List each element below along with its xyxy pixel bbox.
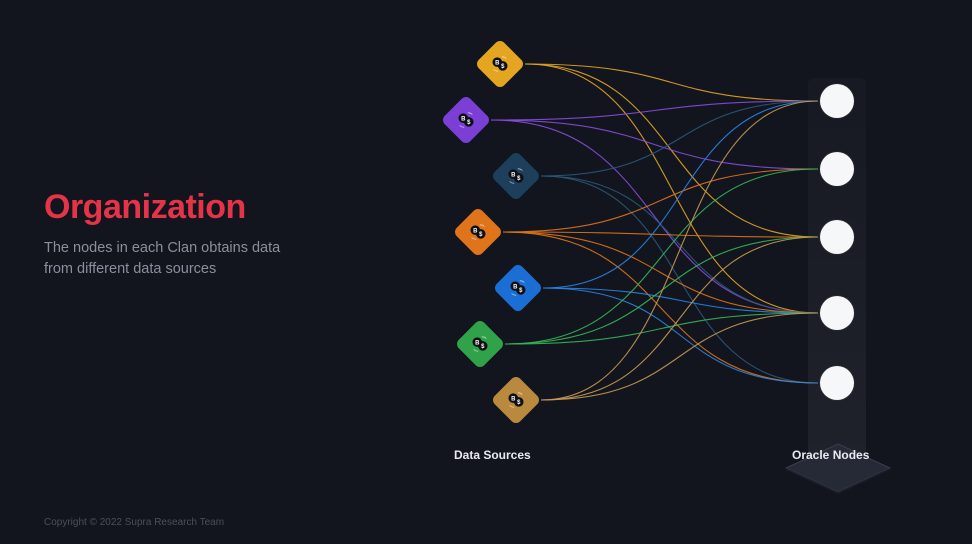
edge xyxy=(503,232,818,313)
edge xyxy=(541,101,818,400)
exchange-icon: B $ xyxy=(467,221,489,243)
svg-text:B: B xyxy=(475,340,480,346)
edge xyxy=(543,288,818,313)
oracle-pillar xyxy=(808,78,866,460)
data-source-node: B $ xyxy=(493,263,544,314)
edge xyxy=(491,120,818,169)
edge xyxy=(541,176,818,383)
oracle-node xyxy=(820,220,854,254)
svg-text:B: B xyxy=(461,116,466,122)
edge xyxy=(525,64,818,313)
edge xyxy=(543,101,818,288)
edge xyxy=(541,101,818,176)
data-source-node: B $ xyxy=(455,319,506,370)
edge xyxy=(503,169,818,232)
exchange-icon: B $ xyxy=(507,277,529,299)
edge xyxy=(541,176,818,313)
diagram-stage: Data Sources Oracle Nodes B $ B $ B $ B … xyxy=(0,0,972,544)
edge xyxy=(503,232,818,383)
edge xyxy=(491,101,818,120)
data-source-node: B $ xyxy=(491,151,542,202)
edge xyxy=(543,288,818,383)
exchange-icon: B $ xyxy=(455,109,477,131)
oracle-node xyxy=(820,296,854,330)
svg-text:B: B xyxy=(511,172,516,178)
oracle-node xyxy=(820,152,854,186)
data-sources-label: Data Sources xyxy=(454,448,531,462)
svg-text:B: B xyxy=(511,396,516,402)
edge xyxy=(503,232,818,237)
edge xyxy=(505,313,818,344)
exchange-icon: B $ xyxy=(505,165,527,187)
edge xyxy=(505,237,818,344)
exchange-icon: B $ xyxy=(505,389,527,411)
svg-text:B: B xyxy=(473,228,478,234)
oracle-nodes-label: Oracle Nodes xyxy=(792,448,869,462)
data-source-node: B $ xyxy=(441,95,492,146)
data-source-node: B $ xyxy=(453,207,504,258)
data-source-node: B $ xyxy=(475,39,526,90)
exchange-icon: B $ xyxy=(469,333,491,355)
exchange-icon: B $ xyxy=(489,53,511,75)
edge xyxy=(525,64,818,237)
edge xyxy=(541,313,818,400)
edge xyxy=(525,64,818,101)
data-source-node: B $ xyxy=(491,375,542,426)
edge xyxy=(505,169,818,344)
oracle-node xyxy=(820,84,854,118)
oracle-node xyxy=(820,366,854,400)
edge xyxy=(541,237,818,400)
svg-text:B: B xyxy=(495,60,500,66)
svg-text:B: B xyxy=(513,284,518,290)
